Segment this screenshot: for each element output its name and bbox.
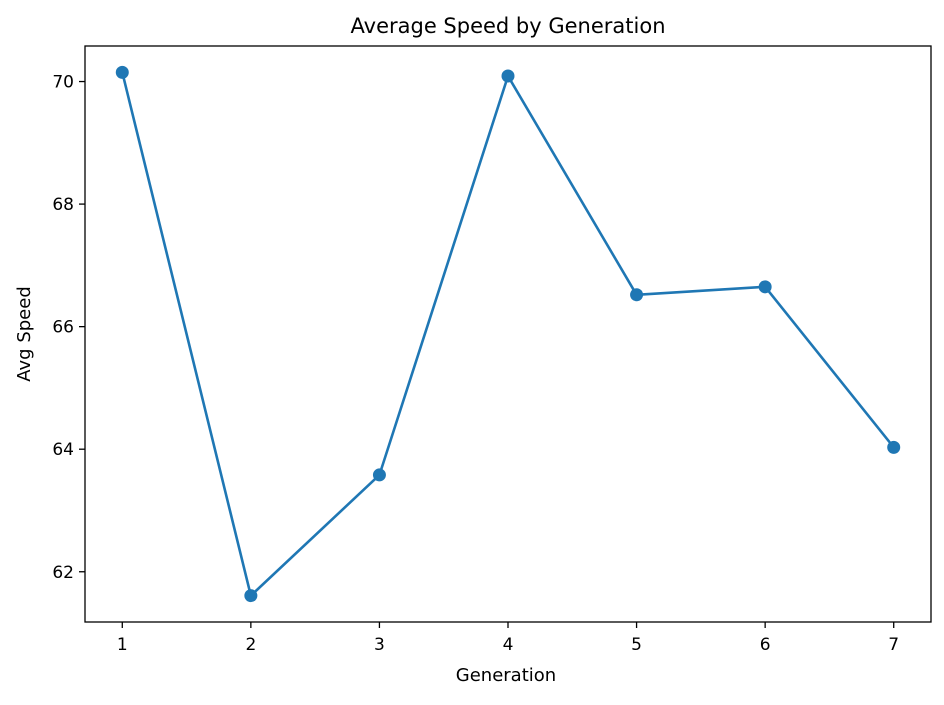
x-tick-label: 5 — [631, 635, 642, 655]
x-tick-label: 3 — [374, 635, 385, 655]
x-tick-label: 6 — [760, 635, 771, 655]
y-tick-label: 62 — [52, 563, 74, 583]
x-tick-label: 4 — [503, 635, 514, 655]
series-layer — [115, 65, 901, 603]
data-point — [758, 280, 772, 294]
data-point — [501, 69, 515, 83]
data-point — [115, 65, 129, 79]
y-axis-label: Avg Speed — [14, 286, 35, 381]
x-tick-label: 7 — [888, 635, 899, 655]
axes-layer: 1 2 3 4 5 6 7 62 64 66 68 70 — [52, 73, 899, 655]
y-tick-label: 66 — [52, 318, 74, 338]
y-tick-label: 70 — [52, 73, 74, 93]
plot-frame — [84, 45, 932, 623]
y-tick-label: 64 — [52, 440, 74, 460]
data-point — [372, 468, 386, 482]
series-line — [120, 71, 896, 597]
data-point — [244, 589, 258, 603]
data-point — [630, 288, 644, 302]
x-axis-label: Generation — [456, 665, 556, 686]
y-tick-label: 68 — [52, 195, 74, 215]
chart-title: Average Speed by Generation — [351, 14, 666, 38]
data-point — [887, 440, 901, 454]
x-tick-label: 1 — [117, 635, 128, 655]
x-tick-label: 2 — [245, 635, 256, 655]
